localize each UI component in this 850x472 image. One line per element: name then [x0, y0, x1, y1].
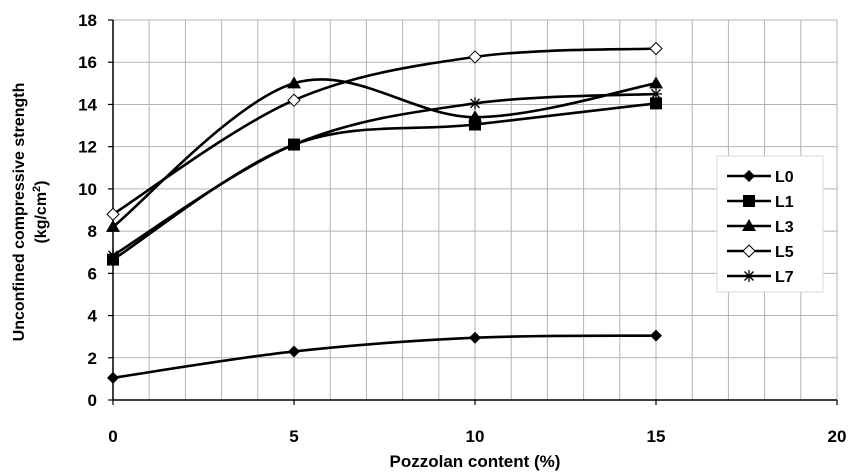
asterisk-stroke [744, 271, 754, 281]
asterisk-stroke [108, 250, 118, 261]
data-point [468, 110, 482, 123]
tick-labels: 0 2 4 6 8 10 12 14 16 18 0 5 10 15 20 [78, 11, 846, 446]
legend-marker [743, 170, 755, 182]
markers-l1 [107, 97, 662, 266]
series-line [112, 102, 657, 261]
markers-l7 [107, 87, 662, 262]
data-point [650, 97, 662, 110]
data-point [649, 76, 663, 89]
y-axis-title: Unconfined compressive strength [11, 83, 28, 342]
legend-item-l3: L3 [727, 219, 794, 236]
series-l1 [112, 102, 657, 261]
y-axis-unit: (kg/cm2) [31, 180, 50, 243]
markers-l3 [106, 76, 663, 232]
data-point [288, 345, 300, 358]
x-tick-label: 5 [289, 427, 298, 446]
x-tick-label: 0 [108, 427, 117, 446]
data-point [107, 249, 119, 262]
y-tick-label: 6 [88, 264, 97, 283]
series-l5 [112, 47, 657, 216]
data-point [106, 207, 120, 221]
legend-marker [742, 244, 756, 258]
data-point [469, 331, 481, 344]
markers-l0 [107, 329, 662, 384]
x-tick-label: 20 [828, 427, 847, 446]
y-tick-label: 12 [78, 138, 97, 157]
y-tick-label: 16 [78, 53, 97, 72]
legend-marker [743, 195, 755, 207]
legend-label: L7 [775, 269, 794, 286]
data-point [468, 50, 482, 64]
y-tick-label: 14 [78, 95, 97, 114]
legend: L0 L1 L3 L5 L7 [716, 155, 824, 293]
data-point [287, 76, 301, 89]
series-line [112, 334, 657, 380]
y-tick-label: 4 [88, 307, 98, 326]
legend-item-l0: L0 [727, 169, 794, 186]
series-line [112, 78, 657, 228]
data-point [649, 41, 663, 56]
data-point [107, 371, 119, 384]
data-point [650, 329, 662, 342]
data-point [469, 97, 481, 110]
legend-item-l7: L7 [727, 269, 794, 286]
y-tick-label: 8 [88, 222, 97, 241]
legend-label: L1 [775, 194, 794, 211]
series-line [112, 47, 657, 216]
data-point [650, 87, 662, 100]
legend-item-l5: L5 [727, 244, 794, 261]
markers-l5 [106, 41, 663, 221]
legend-marker [742, 219, 756, 231]
data-point [106, 219, 120, 232]
legend-label: L5 [775, 244, 794, 261]
y-tick-label: 18 [78, 11, 97, 30]
series-l3 [112, 78, 657, 228]
x-tick-label: 15 [647, 427, 666, 446]
asterisk-stroke [651, 88, 661, 99]
legend-label: L3 [775, 219, 794, 236]
y-tick-label: 2 [88, 349, 97, 368]
data-point [288, 138, 300, 151]
legend-label: L0 [775, 169, 794, 186]
series-l7 [112, 92, 657, 257]
series-line [112, 92, 657, 257]
y-tick-label: 10 [78, 180, 97, 199]
x-tick-label: 10 [466, 427, 485, 446]
asterisk-stroke [289, 139, 299, 150]
legend-box [716, 155, 824, 293]
legend-item-l1: L1 [727, 194, 794, 211]
y-tick-label: 0 [88, 391, 97, 410]
legend-marker [743, 270, 755, 282]
asterisk-stroke [470, 98, 480, 109]
x-axis-title: Pozzolan content (%) [390, 452, 561, 471]
data-point [287, 93, 301, 107]
series-l0 [112, 334, 657, 380]
series-layer [106, 41, 663, 384]
